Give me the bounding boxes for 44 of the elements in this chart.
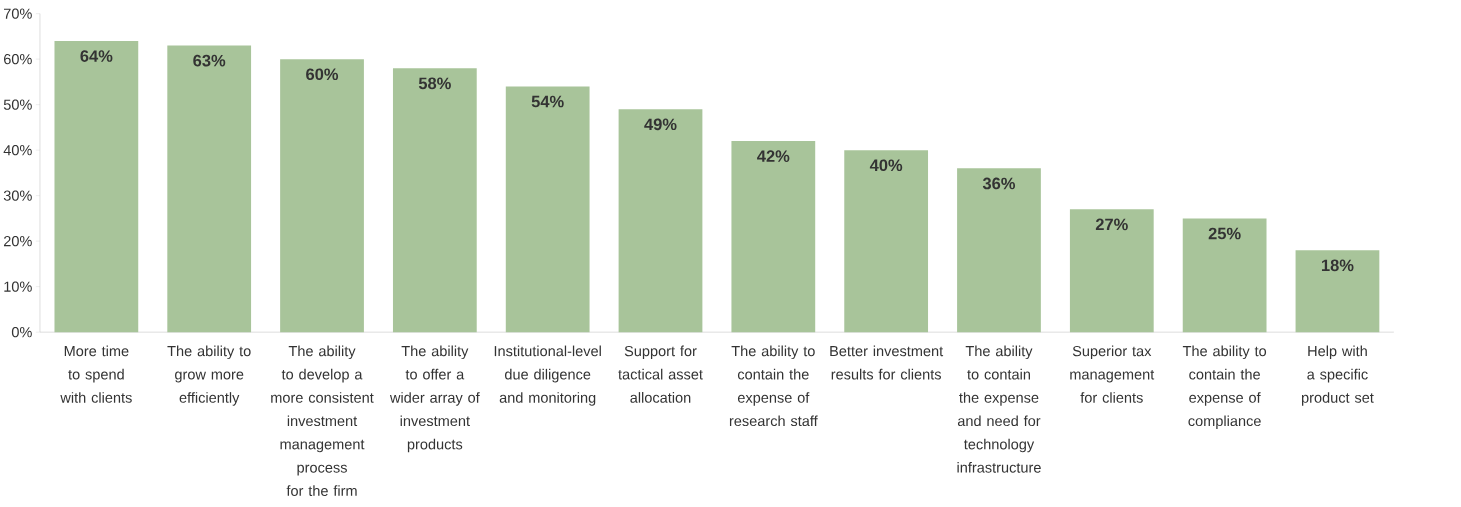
data-label: 40% bbox=[869, 159, 903, 171]
x-tick-label: The ability to contain the expense of compliance bbox=[1182, 345, 1267, 429]
x-tick-label: Help with a specific product set bbox=[1301, 345, 1374, 406]
data-label: 18% bbox=[1321, 259, 1354, 271]
data-label: 58% bbox=[418, 77, 451, 89]
y-tick-label: 50% bbox=[3, 99, 32, 110]
x-tick-label: Superior tax management for clients bbox=[1070, 345, 1155, 403]
y-tick-label: 0% bbox=[11, 326, 32, 338]
bar bbox=[618, 108, 703, 332]
y-tick-label: 10% bbox=[4, 281, 32, 292]
y-tick-label: 40% bbox=[3, 144, 32, 156]
bar bbox=[505, 86, 590, 332]
data-label: 60% bbox=[306, 68, 339, 80]
data-label: 64% bbox=[80, 49, 113, 62]
bar bbox=[1069, 209, 1154, 332]
bar bbox=[844, 149, 929, 332]
x-tick-label: Support for tactical asset allocation bbox=[618, 345, 703, 403]
bar bbox=[1182, 218, 1267, 332]
data-label: 63% bbox=[193, 54, 226, 67]
y-tick-label: 20% bbox=[3, 235, 32, 247]
data-label: 36% bbox=[982, 177, 1016, 190]
bar bbox=[54, 40, 139, 332]
x-tick-label: The ability to contain the expense and need for technology infrastructure bbox=[957, 345, 1041, 473]
bar bbox=[731, 140, 816, 332]
y-tick-label: 30% bbox=[3, 190, 32, 201]
data-label: 42% bbox=[757, 150, 790, 162]
x-tick-label: More time to spend with clients bbox=[60, 345, 132, 403]
y-tick-label: 60% bbox=[4, 53, 32, 65]
bar bbox=[280, 58, 364, 332]
bar bbox=[167, 45, 252, 332]
x-tick-label: The ability to grow more efficiently bbox=[167, 345, 251, 406]
x-tick-label: The ability to develop a more consistent investment management process for the firm bbox=[271, 345, 374, 496]
data-label: 27% bbox=[1095, 218, 1128, 230]
bar bbox=[392, 68, 477, 332]
bar bbox=[1295, 250, 1380, 332]
x-tick-label: Better investment results for clients bbox=[830, 345, 944, 380]
bar bbox=[957, 168, 1041, 332]
x-tick-label: Institutional-level due diligence and monitoring bbox=[494, 345, 601, 406]
data-label: 49% bbox=[644, 118, 677, 130]
data-label: 54% bbox=[531, 95, 564, 108]
x-tick-label: The ability to offer a wider array of investment products bbox=[389, 345, 480, 453]
x-tick-label: The ability to contain the expense of research staff bbox=[729, 345, 818, 426]
y-tick-label: 70% bbox=[4, 8, 32, 19]
data-label: 25% bbox=[1208, 227, 1241, 240]
